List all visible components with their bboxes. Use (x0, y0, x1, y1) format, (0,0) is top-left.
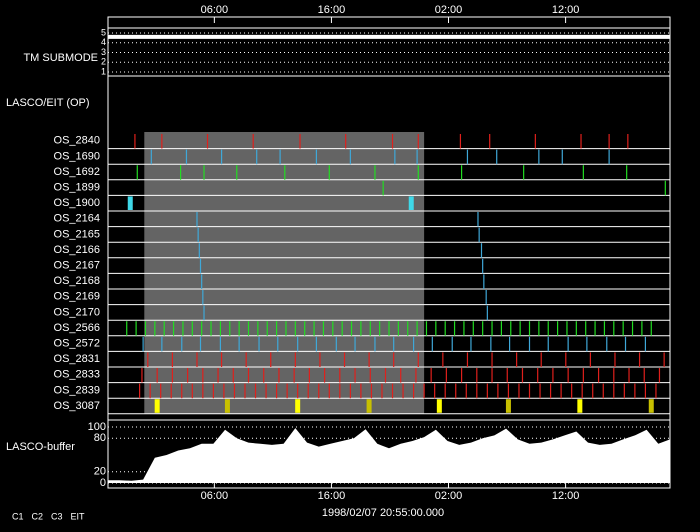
event-block (127, 196, 133, 210)
event-block (577, 399, 583, 413)
row-label: OS_1692 (54, 166, 100, 178)
row-label: OS_2566 (54, 322, 100, 334)
event-block (154, 399, 160, 413)
event-block (436, 399, 442, 413)
row-label: OS_2166 (54, 244, 100, 256)
y-tick-label: 0 (100, 477, 106, 489)
event-block (224, 399, 230, 413)
row-label: OS_2833 (54, 369, 100, 381)
y-tick-label: 4 (101, 37, 106, 47)
legend-entry: C3 (51, 511, 63, 521)
x-tick-label: 12:00 (552, 490, 580, 502)
x-tick-label: 12:00 (552, 4, 580, 16)
row-label: OS_3087 (54, 400, 100, 412)
legend-entry: C1 (12, 511, 24, 521)
row-label: OS_1690 (54, 150, 100, 162)
y-tick-label: 20 (94, 466, 106, 478)
legend-entry: EIT (71, 511, 86, 521)
frame (107, 16, 671, 489)
event-block (505, 399, 511, 413)
row-label: OS_2839 (54, 384, 100, 396)
row-label: OS_2164 (54, 213, 100, 225)
event-block (648, 399, 654, 413)
x-tick-label: 16:00 (318, 490, 346, 502)
x-tick-label: 02:00 (435, 4, 463, 16)
x-tick-label: 06:00 (201, 4, 229, 16)
buffer-label: LASCO-buffer (6, 441, 75, 453)
event-block (366, 399, 372, 413)
y-tick-label: 3 (101, 47, 106, 57)
buffer-area (108, 428, 670, 483)
row-label: OS_1900 (54, 197, 100, 209)
x-tick-label: 06:00 (201, 490, 229, 502)
submode-label: TM SUBMODE (23, 52, 98, 64)
event-block (408, 196, 414, 210)
row-label: OS_2165 (54, 228, 100, 240)
row-label: OS_2168 (54, 275, 100, 287)
y-tick-label: 100 (88, 421, 106, 433)
y-tick-label: 5 (101, 27, 106, 37)
start-time: 1998/02/07 20:55:00.000 (322, 507, 444, 519)
row-label: OS_2170 (54, 306, 100, 318)
y-tick-label: 1 (101, 66, 106, 76)
row-label: OS_2167 (54, 260, 100, 272)
row-label: OS_2840 (54, 135, 100, 147)
row-label: OS_1899 (54, 182, 100, 194)
y-tick-label: 2 (101, 57, 106, 67)
y-tick-label: 80 (94, 432, 106, 444)
row-label: OS_2831 (54, 353, 100, 365)
legend-entry: C2 (32, 511, 44, 521)
event-block (295, 399, 301, 413)
op-label: LASCO/EIT (OP) (6, 97, 90, 109)
x-tick-label: 02:00 (435, 490, 463, 502)
row-label: OS_2572 (54, 338, 100, 350)
x-tick-label: 16:00 (318, 4, 346, 16)
row-label: OS_2169 (54, 291, 100, 303)
